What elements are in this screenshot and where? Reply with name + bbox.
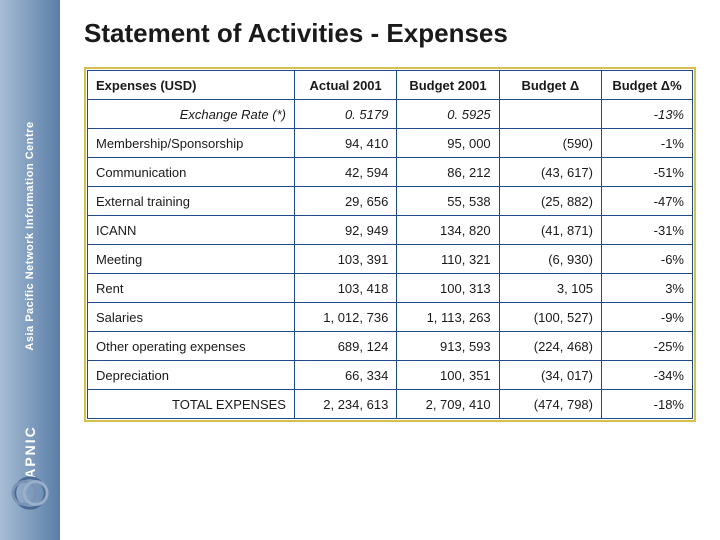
exchange-budget: 0. 5925 xyxy=(397,100,499,129)
row-delta: (34, 017) xyxy=(499,361,601,390)
row-delta: (6, 930) xyxy=(499,245,601,274)
header-delta-pct: Budget Δ% xyxy=(602,71,693,100)
table-row: Membership/Sponsorship94, 41095, 000(590… xyxy=(88,129,693,158)
row-budget: 110, 321 xyxy=(397,245,499,274)
row-budget: 134, 820 xyxy=(397,216,499,245)
row-budget: 100, 351 xyxy=(397,361,499,390)
row-label: ICANN xyxy=(88,216,295,245)
row-delta: (224, 468) xyxy=(499,332,601,361)
table-row: Communication42, 59486, 212(43, 617)-51% xyxy=(88,158,693,187)
row-actual: 66, 334 xyxy=(294,361,396,390)
row-delta-pct: -31% xyxy=(602,216,693,245)
row-label: Salaries xyxy=(88,303,295,332)
row-delta-pct: -34% xyxy=(602,361,693,390)
row-actual: 689, 124 xyxy=(294,332,396,361)
row-actual: 92, 949 xyxy=(294,216,396,245)
row-delta: (41, 871) xyxy=(499,216,601,245)
row-actual: 103, 418 xyxy=(294,274,396,303)
table-outer-border: Expenses (USD) Actual 2001 Budget 2001 B… xyxy=(84,67,696,422)
table-row: Other operating expenses689, 124913, 593… xyxy=(88,332,693,361)
exchange-delta xyxy=(499,100,601,129)
row-label: Communication xyxy=(88,158,295,187)
exchange-label: Exchange Rate (*) xyxy=(88,100,295,129)
row-delta-pct: -6% xyxy=(602,245,693,274)
expenses-table: Expenses (USD) Actual 2001 Budget 2001 B… xyxy=(87,70,693,419)
exchange-rate-row: Exchange Rate (*) 0. 5179 0. 5925 -13% xyxy=(88,100,693,129)
sidebar-brand: APNIC xyxy=(22,425,38,479)
row-delta-pct: -51% xyxy=(602,158,693,187)
total-budget: 2, 709, 410 xyxy=(397,390,499,419)
row-delta: 3, 105 xyxy=(499,274,601,303)
row-label: Meeting xyxy=(88,245,295,274)
header-actual: Actual 2001 xyxy=(294,71,396,100)
total-label: TOTAL EXPENSES xyxy=(88,390,295,419)
total-delta-pct: -18% xyxy=(602,390,693,419)
total-actual: 2, 234, 613 xyxy=(294,390,396,419)
row-actual: 42, 594 xyxy=(294,158,396,187)
row-delta-pct: -1% xyxy=(602,129,693,158)
row-budget: 913, 593 xyxy=(397,332,499,361)
row-budget: 95, 000 xyxy=(397,129,499,158)
exchange-delta-pct: -13% xyxy=(602,100,693,129)
total-delta: (474, 798) xyxy=(499,390,601,419)
row-label: Membership/Sponsorship xyxy=(88,129,295,158)
header-label: Expenses (USD) xyxy=(88,71,295,100)
header-budget: Budget 2001 xyxy=(397,71,499,100)
table-row: Depreciation66, 334100, 351(34, 017)-34% xyxy=(88,361,693,390)
table-row: Meeting103, 391110, 321(6, 930)-6% xyxy=(88,245,693,274)
row-actual: 29, 656 xyxy=(294,187,396,216)
row-delta-pct: -25% xyxy=(602,332,693,361)
row-delta: (25, 882) xyxy=(499,187,601,216)
row-delta-pct: 3% xyxy=(602,274,693,303)
table-row: ICANN92, 949134, 820(41, 871)-31% xyxy=(88,216,693,245)
table-row: Rent103, 418100, 3133, 1053% xyxy=(88,274,693,303)
row-actual: 1, 012, 736 xyxy=(294,303,396,332)
main-content: Statement of Activities - Expenses Expen… xyxy=(60,0,720,540)
row-label: Other operating expenses xyxy=(88,332,295,361)
row-delta: (590) xyxy=(499,129,601,158)
row-label: External training xyxy=(88,187,295,216)
table-row: External training29, 65655, 538(25, 882)… xyxy=(88,187,693,216)
row-label: Rent xyxy=(88,274,295,303)
total-row: TOTAL EXPENSES2, 234, 6132, 709, 410(474… xyxy=(88,390,693,419)
row-delta-pct: -47% xyxy=(602,187,693,216)
row-budget: 55, 538 xyxy=(397,187,499,216)
row-delta-pct: -9% xyxy=(602,303,693,332)
sidebar-org-text: Asia Pacific Network Information Centre xyxy=(24,121,36,350)
table-header-row: Expenses (USD) Actual 2001 Budget 2001 B… xyxy=(88,71,693,100)
apnic-logo-icon xyxy=(11,474,49,512)
row-actual: 103, 391 xyxy=(294,245,396,274)
row-budget: 100, 313 xyxy=(397,274,499,303)
row-delta: (43, 617) xyxy=(499,158,601,187)
row-actual: 94, 410 xyxy=(294,129,396,158)
header-delta: Budget Δ xyxy=(499,71,601,100)
row-delta: (100, 527) xyxy=(499,303,601,332)
row-budget: 86, 212 xyxy=(397,158,499,187)
page-title: Statement of Activities - Expenses xyxy=(84,18,696,49)
row-budget: 1, 113, 263 xyxy=(397,303,499,332)
row-label: Depreciation xyxy=(88,361,295,390)
table-row: Salaries1, 012, 7361, 113, 263(100, 527)… xyxy=(88,303,693,332)
sidebar: Asia Pacific Network Information Centre … xyxy=(0,0,60,540)
exchange-actual: 0. 5179 xyxy=(294,100,396,129)
